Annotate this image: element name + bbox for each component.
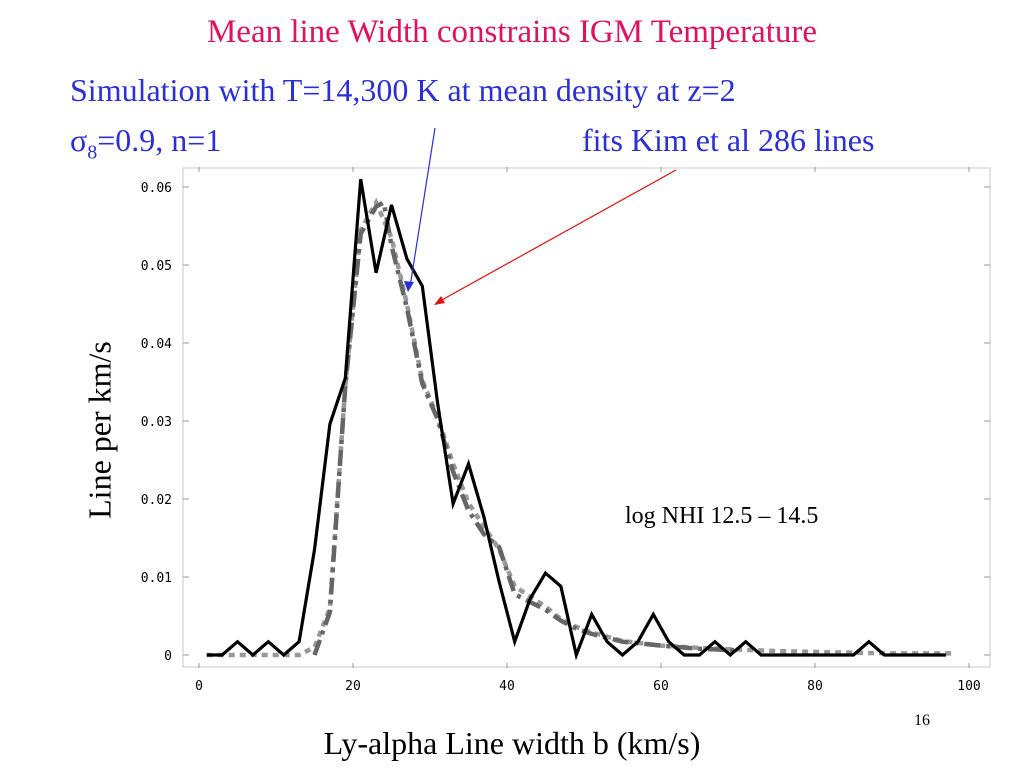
plot-frame (182, 167, 991, 668)
y-tick-label: 0.06 (141, 181, 172, 196)
sigma-subscript: 8 (87, 141, 98, 164)
x-tick-label: 100 (957, 679, 980, 694)
y-tick-label: 0.05 (141, 259, 172, 274)
sigma-params: =0.9, n=1 (97, 122, 222, 158)
x-axis-label: Ly-alpha Line width b (km/s) (323, 725, 701, 761)
slide-title: Mean line Width constrains IGM Temperatu… (206, 14, 818, 50)
y-tick-label: 0.02 (141, 493, 172, 508)
blue-arrow (409, 127, 436, 288)
y-tick-label: 0.03 (141, 415, 172, 430)
blue-arrow-head (404, 281, 414, 292)
subtitle-simulation: Simulation with T=14,300 K at mean densi… (70, 72, 736, 108)
x-tick-label: 80 (807, 679, 823, 694)
series-line-dashdot (312, 199, 739, 656)
red-arrow-head (434, 296, 445, 305)
y-axis-ticks: 0 0.01 0.02 0.03 0.04 0.05 0.06 (141, 181, 990, 664)
y-tick-label: 0.01 (141, 571, 172, 586)
subtitle-fits: fits Kim et al 286 lines (582, 122, 875, 158)
x-tick-label: 60 (653, 679, 669, 694)
x-axis-ticks: 0 20 40 60 80 100 (195, 167, 981, 694)
y-tick-label: 0 (164, 649, 172, 664)
x-tick-label: 0 (195, 679, 203, 694)
x-tick-label: 20 (345, 679, 361, 694)
page-number: 16 (914, 712, 930, 729)
sigma-symbol: σ (70, 122, 88, 158)
series-group (206, 178, 954, 661)
y-axis-label: Line per km/s (81, 341, 118, 519)
x-tick-label: 40 (499, 679, 515, 694)
series-line-dotted (206, 197, 954, 658)
subtitle-sigma: σ8=0.9, n=1 (70, 122, 221, 164)
series-line-solid (206, 178, 946, 661)
y-tick-label: 0.04 (141, 337, 172, 352)
red-arrow (439, 169, 677, 302)
nhi-annotation: log NHI 12.5 – 14.5 (625, 503, 818, 529)
